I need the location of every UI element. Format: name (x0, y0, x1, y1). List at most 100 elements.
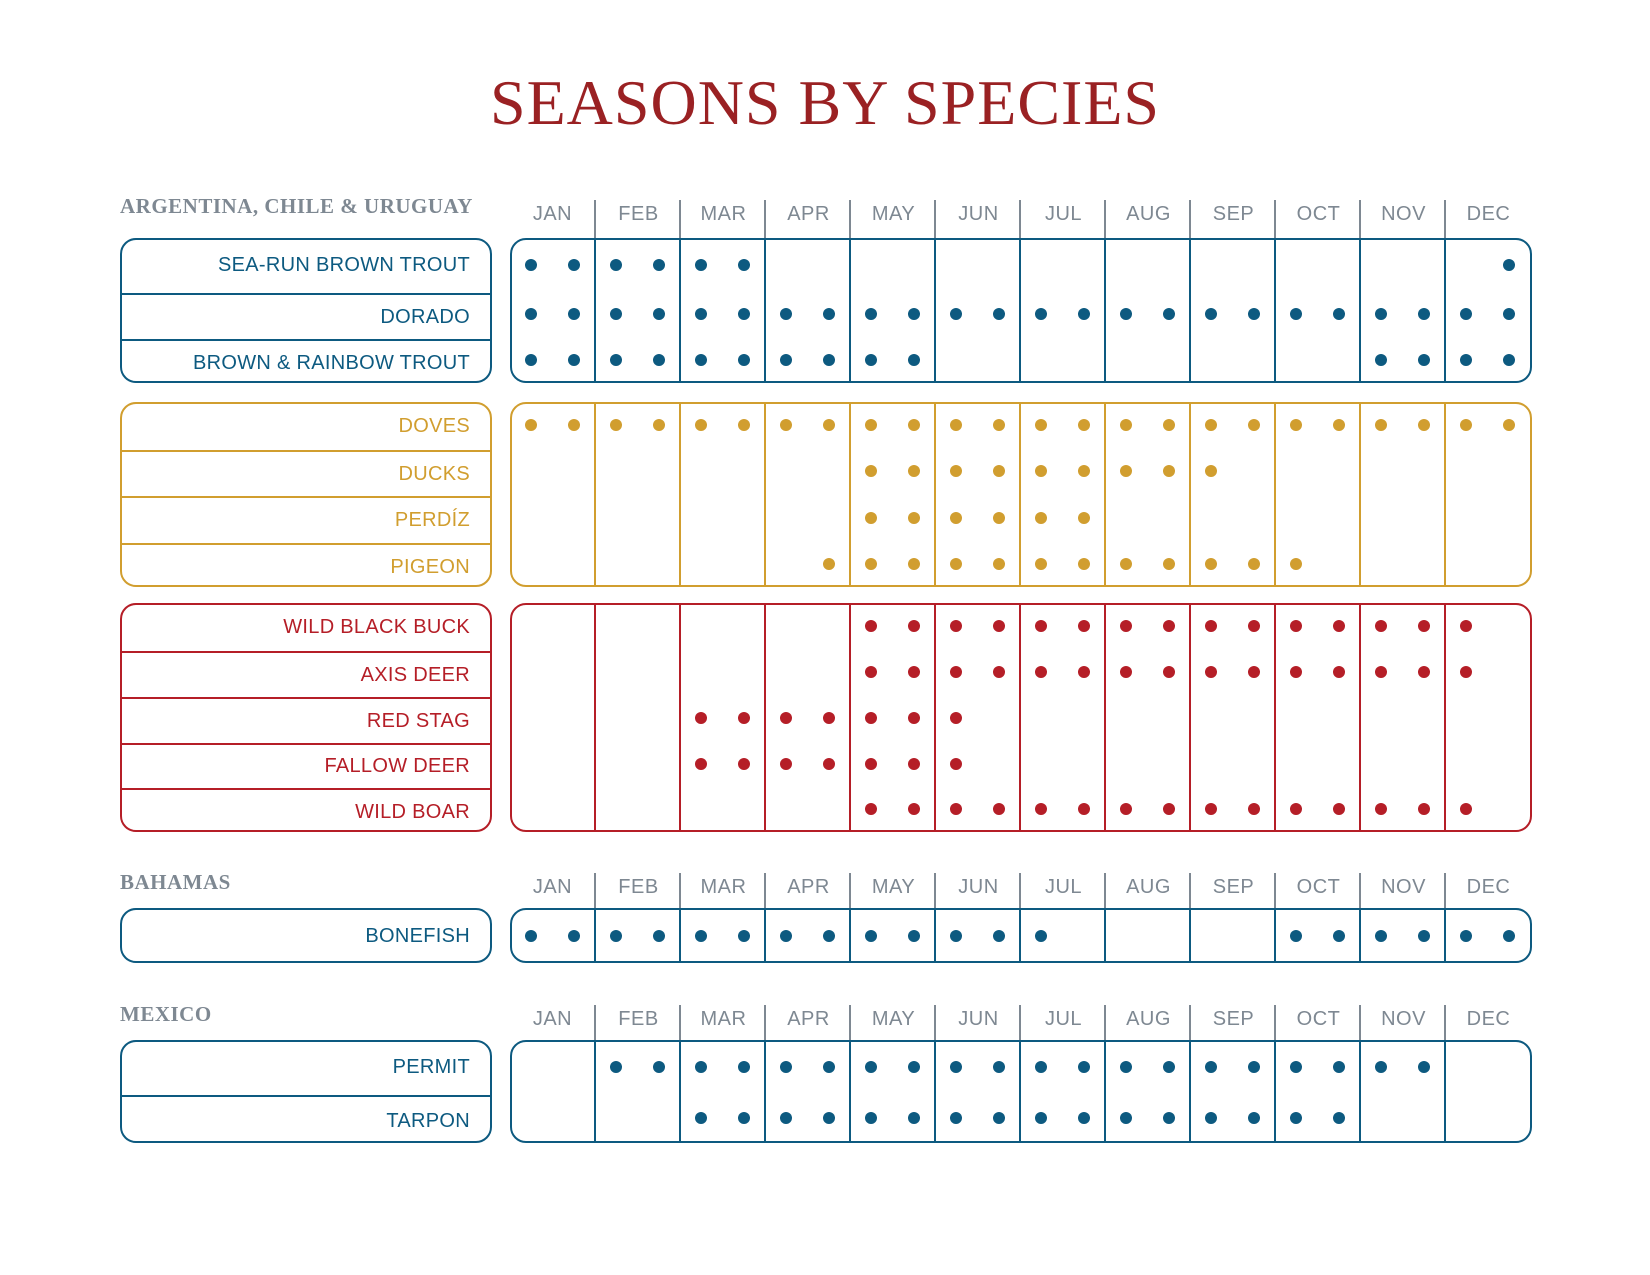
species-name: PIGEON (122, 543, 490, 585)
season-dot (1205, 419, 1217, 431)
season-dot (780, 308, 792, 320)
season-dot (695, 929, 707, 942)
month-divider (764, 240, 766, 381)
season-dot (1375, 419, 1387, 431)
month-header: DEC (1444, 873, 1531, 913)
month-header: OCT (1274, 1005, 1361, 1045)
season-grid (510, 402, 1532, 587)
month-header: MAY (849, 873, 936, 913)
season-dot (1460, 308, 1472, 320)
month-header: MAY (849, 200, 936, 240)
season-dot (1120, 419, 1132, 431)
season-dot (525, 308, 537, 320)
season-dot (1205, 1060, 1217, 1073)
season-dot (1205, 465, 1217, 477)
month-header: JUN (934, 873, 1021, 913)
season-dot (992, 1112, 1005, 1124)
season-dot (1077, 666, 1090, 678)
season-dot (525, 929, 537, 942)
month-divider (849, 404, 851, 585)
season-dot (822, 308, 835, 320)
season-dot (865, 666, 877, 678)
month-header: JAN (532, 203, 573, 225)
month-header: APR (764, 873, 851, 913)
season-dot (1205, 1112, 1217, 1124)
month-divider (1104, 404, 1106, 585)
season-dot (822, 354, 835, 366)
season-dot (1290, 1060, 1302, 1073)
season-dot (950, 511, 962, 524)
season-dot (610, 419, 622, 431)
species-name: DORADO (122, 293, 490, 339)
season-dot (865, 620, 877, 632)
species-name: DOVES (398, 415, 470, 437)
month-divider (934, 240, 936, 381)
season-dot (1247, 803, 1260, 815)
season-dot (1035, 666, 1047, 678)
month-header: MAY (849, 1005, 936, 1045)
season-dot (1035, 929, 1047, 942)
season-dot (822, 419, 835, 431)
season-dot (1120, 1060, 1132, 1073)
season-dot (1035, 465, 1047, 477)
month-header-row: JAN FEB MAR APR MAY JUN JUL AUG SEP OCT NOV DEC (510, 873, 1530, 913)
month-header: AUG (1104, 873, 1191, 913)
season-dot (822, 558, 835, 570)
season-dot (610, 929, 622, 942)
season-dot (1417, 620, 1430, 632)
season-dot (1460, 803, 1472, 815)
month-divider (764, 1042, 766, 1141)
season-dot (1077, 803, 1090, 815)
season-dot (907, 620, 920, 632)
season-dot (950, 666, 962, 678)
season-dot (567, 308, 580, 320)
season-dot (1205, 666, 1217, 678)
season-dot (1162, 803, 1175, 815)
month-divider (1189, 910, 1191, 961)
month-divider (679, 1042, 681, 1141)
season-dot (1460, 666, 1472, 678)
month-header: APR (764, 200, 851, 240)
month-divider (1104, 240, 1106, 381)
season-dot (992, 308, 1005, 320)
season-dot (737, 1060, 750, 1073)
season-dot (1205, 558, 1217, 570)
month-header: JUL (1019, 873, 1106, 913)
season-dot (865, 354, 877, 366)
season-dot (950, 620, 962, 632)
season-dot (992, 620, 1005, 632)
season-dot (1162, 308, 1175, 320)
season-dot (1332, 620, 1345, 632)
species-group: BONEFISH (120, 908, 492, 963)
season-dot (907, 354, 920, 366)
season-dot (907, 465, 920, 477)
season-dot (695, 757, 707, 770)
season-dot (1332, 419, 1345, 431)
season-dot (950, 712, 962, 724)
season-dot (567, 929, 580, 942)
season-dot (1120, 558, 1132, 570)
season-dot (907, 511, 920, 524)
season-grid (510, 1040, 1532, 1143)
season-dot (1460, 929, 1472, 942)
season-dot (1502, 419, 1515, 431)
season-dot (737, 354, 750, 366)
season-dot (1035, 803, 1047, 815)
season-dot (1247, 419, 1260, 431)
season-dot (865, 419, 877, 431)
month-divider (1274, 1042, 1276, 1141)
month-header: SEP (1189, 1005, 1276, 1045)
month-header: JUN (934, 1005, 1021, 1045)
season-dot (1077, 511, 1090, 524)
season-dot (1077, 1060, 1090, 1073)
season-dot (737, 258, 750, 271)
month-divider (1019, 1042, 1021, 1141)
season-dot (1290, 558, 1302, 570)
season-dot (1035, 620, 1047, 632)
month-header: MAR (679, 1005, 766, 1045)
season-dot (780, 929, 792, 942)
month-header: OCT (1274, 200, 1361, 240)
season-dot (780, 712, 792, 724)
month-header: FEB (594, 873, 681, 913)
season-dot (907, 666, 920, 678)
